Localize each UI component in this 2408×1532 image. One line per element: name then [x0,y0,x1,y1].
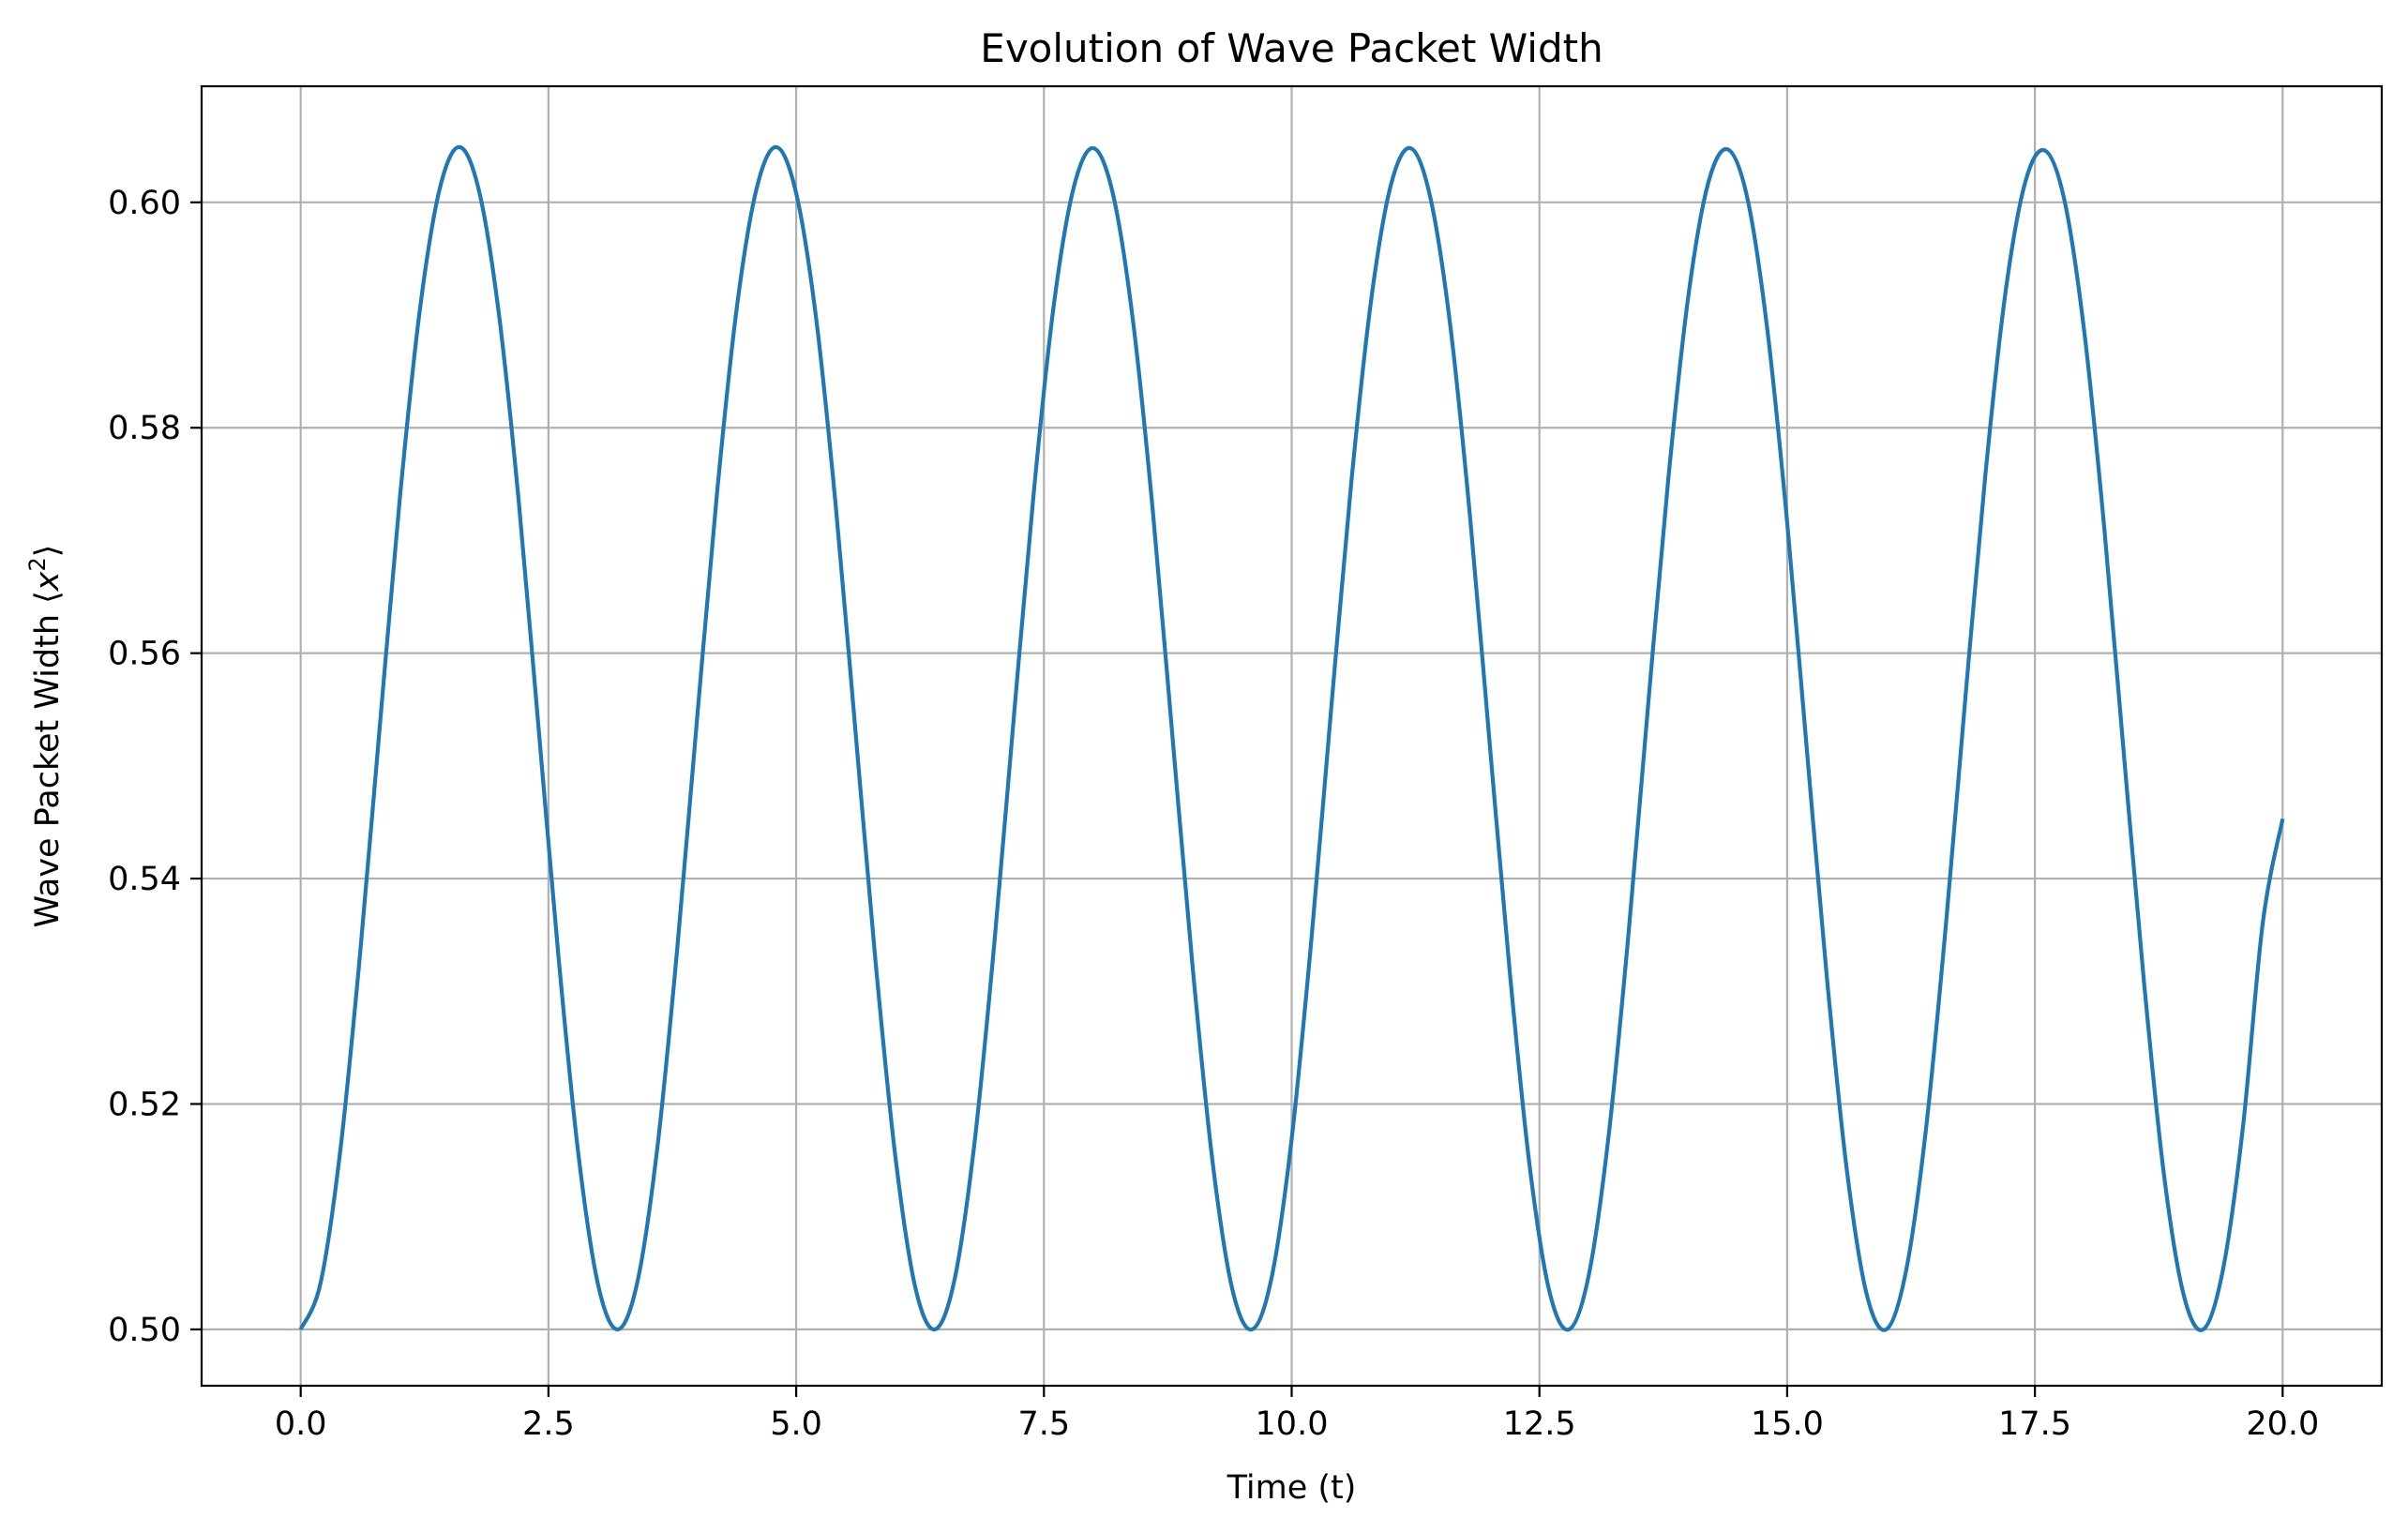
x-tick-label: 7.5 [1017,1405,1070,1443]
x-tick-label: 20.0 [2246,1405,2319,1443]
y-tick-label: 0.52 [108,1086,181,1123]
grid-lines [202,86,2382,1386]
x-axis-label: Time (t) [1227,1469,1357,1507]
y-axis-label-suffix: ⟩ [29,545,67,558]
y-tick-label: 0.60 [108,185,181,222]
series-line [298,144,2285,1332]
x-tick-label: 0.0 [275,1405,327,1443]
y-axis-ticks: 0.50 0.52 0.54 0.56 0.58 0.60 [108,185,202,1349]
y-axis-label-exp: 2 [24,557,51,571]
chart-title: Evolution of Wave Packet Width [980,25,1603,71]
y-axis-label-prefix: Wave Packet Width ⟨ [29,591,67,927]
y-axis-label-var: x [29,571,67,592]
x-tick-label: 5.0 [770,1405,822,1443]
x-tick-label: 2.5 [522,1405,575,1443]
y-axis-label: Wave Packet Width ⟨x2⟩ [24,545,67,928]
x-tick-label: 15.0 [1751,1405,1824,1443]
y-tick-label: 0.50 [108,1312,181,1349]
x-axis-ticks: 0.0 2.5 5.0 7.5 10.0 12.5 15.0 17.5 20.0 [275,1386,2319,1443]
y-tick-label: 0.58 [108,410,181,447]
y-tick-label: 0.56 [108,636,181,673]
series-lines [298,144,2285,1332]
x-tick-label: 17.5 [1998,1405,2071,1443]
x-tick-label: 10.0 [1256,1405,1329,1443]
y-tick-label: 0.54 [108,861,181,898]
x-tick-label: 12.5 [1503,1405,1576,1443]
